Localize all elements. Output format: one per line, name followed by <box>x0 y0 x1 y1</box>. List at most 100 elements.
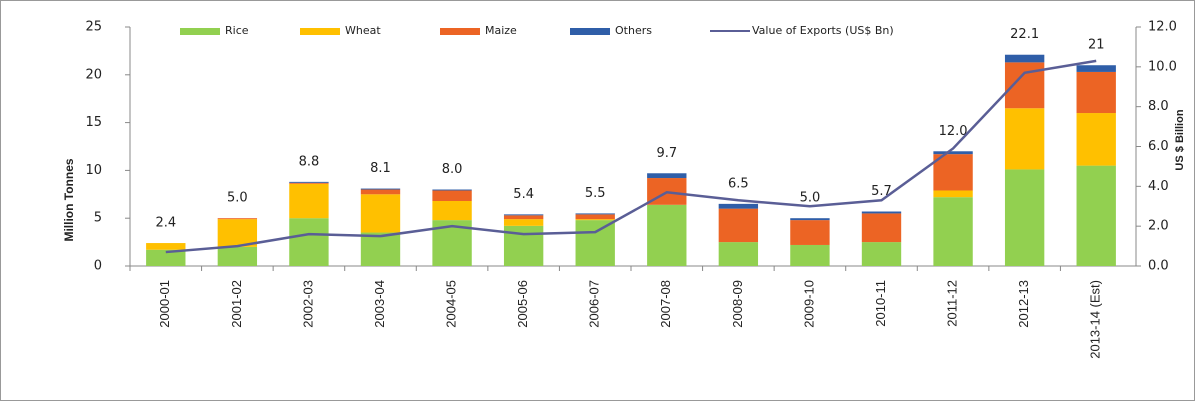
bar-segment <box>575 213 615 215</box>
x-tick-label: 2011-12 <box>945 280 960 327</box>
y-tick-label: 5 <box>94 211 102 226</box>
x-tick-label: 2005-06 <box>515 280 530 328</box>
bar-segment <box>718 203 759 209</box>
bar-segment <box>575 219 615 221</box>
x-tick-label: 2012-13 <box>1016 280 1031 328</box>
y2-tick-label: 0.0 <box>1148 259 1169 274</box>
bar-segment <box>503 214 544 216</box>
bar-segment <box>575 214 615 220</box>
legend-label: Maize <box>485 24 517 37</box>
total-label: 12.0 <box>939 124 968 139</box>
legend-swatch <box>300 28 340 35</box>
bar-segment <box>289 181 329 183</box>
y2-tick-label: 10.0 <box>1148 59 1177 74</box>
total-label: 8.1 <box>370 161 391 176</box>
bar-segment <box>1004 54 1045 63</box>
bar-segment <box>790 218 830 221</box>
bar-segment <box>861 242 902 266</box>
total-label: 5.7 <box>871 184 892 199</box>
total-label: 8.8 <box>299 154 320 169</box>
bar-segment <box>146 249 186 266</box>
legend-label: Wheat <box>345 24 381 37</box>
bar-segment <box>503 219 544 226</box>
bar-segment <box>360 188 401 190</box>
bar-segment <box>1004 169 1045 266</box>
x-tick-label: 2002-03 <box>300 280 315 328</box>
y2-tick-label: 2.0 <box>1148 219 1169 234</box>
x-tick-label: 2006-07 <box>587 280 602 328</box>
y2-tick-label: 8.0 <box>1148 99 1169 114</box>
bar-segment <box>718 242 759 266</box>
y2-tick-label: 12.0 <box>1148 20 1177 35</box>
y-tick-label: 15 <box>85 115 102 130</box>
bar-segment <box>1076 113 1116 166</box>
y-tick-label: 25 <box>85 20 102 35</box>
bar-segment <box>146 243 186 250</box>
y2-tick-label: 4.0 <box>1148 179 1169 194</box>
x-tick-label: 2001-02 <box>229 280 244 328</box>
x-tick-label: 2007-08 <box>658 280 673 328</box>
legend-swatch <box>180 28 220 35</box>
x-tick-label: 2010-11 <box>873 280 888 327</box>
total-label: 5.0 <box>800 191 821 206</box>
bar-segment <box>432 190 472 201</box>
bar-segment <box>861 211 902 214</box>
bar-segment <box>289 218 329 266</box>
y-tick-label: 10 <box>85 163 102 178</box>
bar-segment <box>647 204 687 266</box>
x-tick-label: 2003-04 <box>372 280 387 328</box>
bar-segment <box>360 232 401 266</box>
bar-segment <box>1076 65 1116 72</box>
bar-segment <box>217 218 258 220</box>
bar-segment <box>289 183 329 219</box>
bar-segment <box>647 173 687 179</box>
total-label: 22.1 <box>1010 27 1039 42</box>
legend: Rice Wheat Maize Others Value of Exports (US… <box>180 24 894 37</box>
bar-segment <box>360 194 401 233</box>
bar-segment <box>790 244 830 266</box>
bar-segment <box>1076 165 1116 266</box>
y-tick-label: 20 <box>85 67 102 82</box>
total-label: 21 <box>1088 38 1105 53</box>
legend-swatch <box>440 28 480 35</box>
bar-segment <box>217 246 258 266</box>
x-tick-label: 2000-01 <box>157 280 172 328</box>
total-label: 2.4 <box>155 216 176 231</box>
line-series <box>165 59 1097 254</box>
total-label: 6.5 <box>728 176 749 191</box>
bar-segment <box>432 189 472 191</box>
bar-segment <box>503 215 544 220</box>
legend-swatch <box>570 28 610 35</box>
legend-label: Others <box>615 24 652 37</box>
x-tick-label: 2004-05 <box>444 280 459 328</box>
y2-tick-label: 6.0 <box>1148 139 1169 154</box>
bar-segment <box>1076 71 1116 114</box>
bar-segment <box>360 189 401 195</box>
bar-segment <box>432 200 472 221</box>
total-label: 5.0 <box>227 191 248 206</box>
total-label: 5.5 <box>585 186 606 201</box>
bar-segment <box>861 213 902 243</box>
legend-label: Value of Exports (US$ Bn) <box>752 24 894 37</box>
x-tick-label: 2013-14 (Est) <box>1088 280 1103 359</box>
y-tick-label: 0 <box>94 259 102 274</box>
bar-segment <box>933 190 973 198</box>
bar-segment <box>933 154 973 191</box>
total-label: 5.4 <box>513 187 534 202</box>
total-label: 8.0 <box>442 162 463 177</box>
y2-axis-title: US $ Billion <box>1174 109 1186 170</box>
x-tick-label: 2009-10 <box>801 280 816 328</box>
y-axis-title: Million Tonnes <box>62 158 76 241</box>
bar-segment <box>1004 108 1045 170</box>
bar-segment <box>217 219 258 247</box>
bar-segment <box>933 151 973 155</box>
bar-segment <box>933 197 973 266</box>
x-tick-label: 2008-09 <box>730 280 745 328</box>
bar-segment <box>289 182 329 184</box>
bar-segment <box>790 220 830 245</box>
bar-segment <box>718 208 759 243</box>
legend-label: Rice <box>225 24 249 37</box>
total-label: 9.7 <box>656 146 677 161</box>
bar-segment <box>575 220 615 266</box>
